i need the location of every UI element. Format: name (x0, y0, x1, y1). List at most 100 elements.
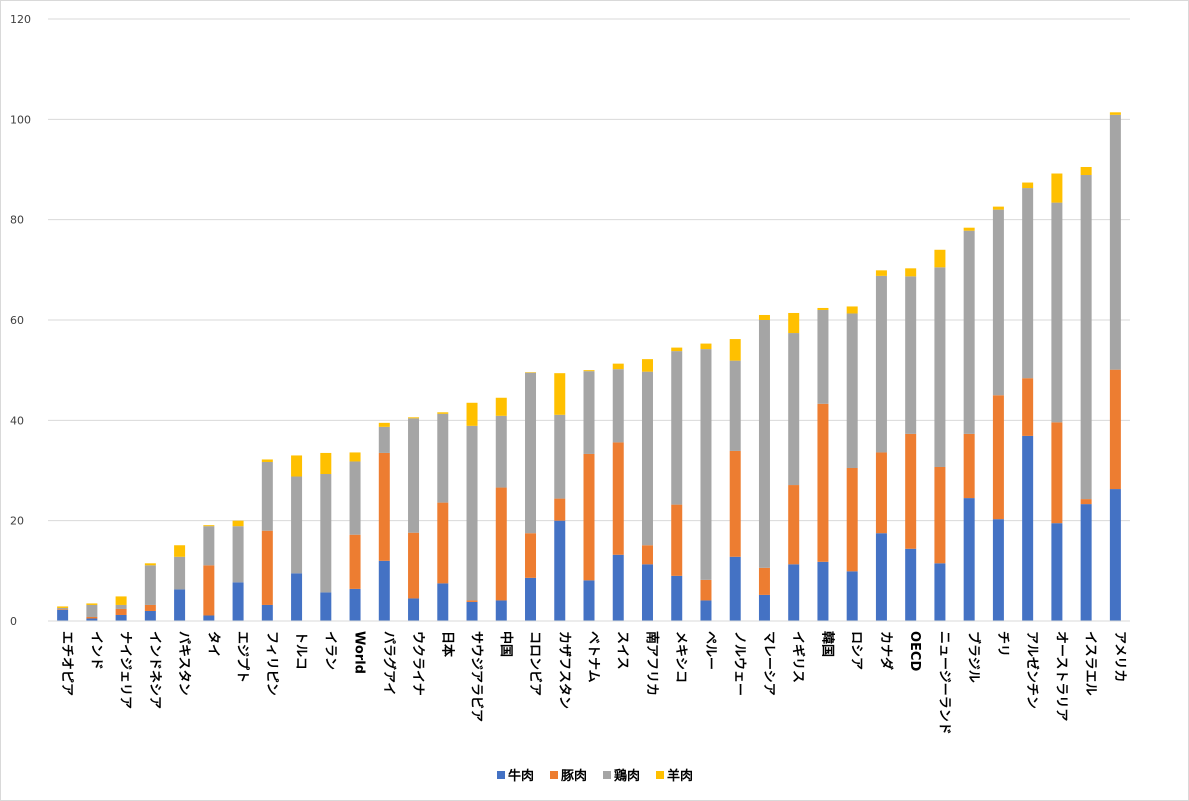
bar-segment (525, 578, 536, 621)
bar-segment (86, 603, 97, 605)
x-tick-label: インド (88, 631, 103, 670)
bar-segment (116, 596, 127, 605)
bar-segment (700, 580, 711, 601)
bar-segment (584, 580, 595, 621)
bar-segment (320, 592, 331, 621)
bar-segment (817, 562, 828, 621)
x-tick-label: スイス (615, 631, 630, 670)
bar-segment (905, 268, 916, 276)
bar-segment (203, 615, 214, 621)
x-tick-label: ロシア (849, 631, 864, 670)
bar-segment (1022, 378, 1033, 436)
bar-segment (174, 557, 185, 590)
bar-segment (1022, 188, 1033, 378)
bar-segment (788, 564, 799, 621)
bar-segment (437, 503, 448, 584)
x-tick-label: パキスタン (176, 631, 191, 696)
bar-segment (1081, 504, 1092, 621)
bar-segment (467, 426, 478, 601)
y-tick-label: 100 (10, 113, 31, 126)
bar-segment (847, 306, 858, 313)
bar-segment (759, 320, 770, 568)
bar-segment (905, 434, 916, 549)
x-tick-label: サウジアラビア (469, 631, 485, 722)
bar-segment (408, 417, 419, 418)
bar-segment (379, 453, 390, 561)
legend-swatch (550, 771, 558, 779)
y-tick-label: 0 (10, 615, 17, 628)
bar-segment (642, 564, 653, 621)
bar-segment (817, 308, 828, 310)
bar-segment (671, 505, 682, 576)
bar-segment (174, 545, 185, 557)
bar-segment (233, 526, 244, 582)
bar-segment (554, 373, 565, 415)
y-tick-label: 20 (10, 515, 24, 528)
x-tick-label: アメリカ (1112, 631, 1127, 682)
bar-segment (730, 557, 741, 621)
x-tick-label: チリ (995, 631, 1010, 657)
bar-segment (1110, 370, 1121, 489)
bar-segment (584, 371, 595, 454)
bar-segment (1110, 115, 1121, 370)
x-tick-label: 南アフリカ (644, 631, 660, 696)
bar-segment (467, 602, 478, 621)
bars (57, 112, 1121, 621)
bar-segment (408, 418, 419, 532)
bar-segment (1051, 203, 1062, 423)
bar-segment (525, 372, 536, 373)
bar-segment (145, 611, 156, 621)
bar-segment (554, 499, 565, 521)
bar-segment (262, 605, 273, 621)
bar-segment (57, 608, 68, 610)
bar-segment (350, 461, 361, 534)
x-tick-label: トルコ (293, 631, 308, 670)
bar-segment (934, 563, 945, 621)
bar-segment (57, 609, 68, 610)
bar-segment (788, 333, 799, 485)
x-tick-label: 日本 (439, 631, 455, 657)
x-tick-label: オーストラリア (1053, 631, 1068, 721)
bar-segment (291, 455, 302, 476)
bar-segment (730, 451, 741, 557)
bar-segment (262, 462, 273, 531)
x-tick-label: メキシコ (673, 631, 688, 683)
x-tick-label: イギリス (790, 631, 806, 683)
bar-segment (496, 488, 507, 601)
bar-segment (1051, 523, 1062, 621)
x-tick-label: カナダ (878, 631, 894, 670)
x-tick-label: カザフスタン (556, 631, 571, 709)
bar-segment (1051, 174, 1062, 203)
x-tick-label: インドネシア (147, 631, 162, 709)
bar-segment (964, 498, 975, 621)
legend-swatch (656, 771, 664, 779)
bar-segment (964, 434, 975, 498)
bar-segment (788, 313, 799, 333)
y-tick-label: 40 (10, 414, 24, 427)
bar-segment (203, 525, 214, 526)
bar-segment (262, 459, 273, 462)
bar-segment (116, 609, 127, 615)
bar-segment (496, 398, 507, 416)
bar-segment (1081, 167, 1092, 175)
bar-segment (876, 452, 887, 533)
bar-segment (350, 452, 361, 461)
bar-segment (613, 369, 624, 442)
bar-segment (437, 414, 448, 503)
bar-segment (584, 370, 595, 371)
x-tick-label: OECD (907, 631, 922, 671)
bar-segment (584, 454, 595, 580)
bar-segment (905, 276, 916, 434)
stacked-bar-chart: 020406080100120 エチオピア インド ナイジェリア インドネシア パキスタ… (0, 0, 1189, 801)
bar-segment (847, 571, 858, 621)
x-tick-label: パラグアイ (381, 631, 397, 695)
bar-segment (642, 359, 653, 372)
x-tick-label: コロンビア (527, 631, 543, 696)
bar-segment (876, 270, 887, 276)
bar-segment (700, 344, 711, 350)
bar-segment (817, 404, 828, 562)
bar-segment (993, 395, 1004, 519)
bar-segment (876, 276, 887, 453)
legend-label: 豚肉 (561, 768, 587, 784)
bar-segment (817, 310, 828, 404)
